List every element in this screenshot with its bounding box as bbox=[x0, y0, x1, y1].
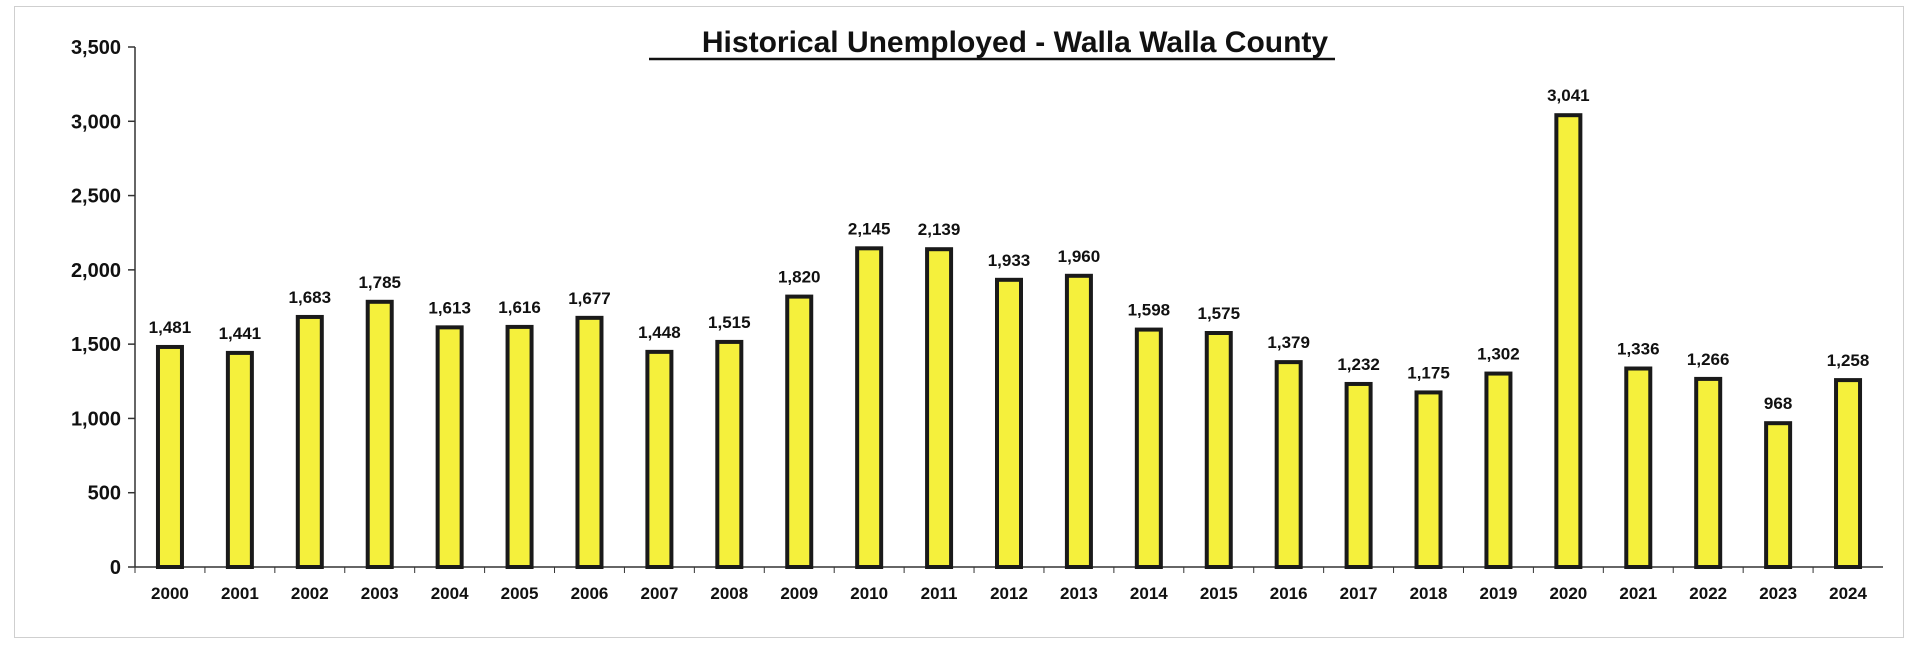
chart-title: Historical Unemployed - Walla Walla Coun… bbox=[702, 26, 1329, 59]
data-label-2009: 1,820 bbox=[778, 268, 821, 287]
data-label-2015: 1,575 bbox=[1197, 304, 1240, 323]
data-label-2002: 1,683 bbox=[289, 288, 332, 307]
x-tick-label-2019: 2019 bbox=[1480, 584, 1518, 603]
bar-2004 bbox=[435, 325, 464, 569]
x-tick-label-2005: 2005 bbox=[501, 584, 539, 603]
chart-frame: Historical Unemployed - Walla Walla Coun… bbox=[14, 6, 1904, 638]
bar-2002 bbox=[295, 314, 324, 569]
x-tick-label-2010: 2010 bbox=[850, 584, 888, 603]
bar-2019 bbox=[1484, 371, 1513, 569]
bar-2011 bbox=[925, 247, 954, 569]
data-label-2006: 1,677 bbox=[568, 289, 611, 308]
data-label-2014: 1,598 bbox=[1128, 301, 1171, 320]
x-tick-label-2017: 2017 bbox=[1340, 584, 1378, 603]
data-label-2017: 1,232 bbox=[1337, 355, 1380, 374]
y-tick-label: 3,500 bbox=[71, 37, 121, 59]
data-label-2007: 1,448 bbox=[638, 323, 681, 342]
bar-2007 bbox=[645, 349, 674, 569]
x-axis: 2000 2001 2002 2003 2004 2005 2006 2007 2008 2009… bbox=[134, 566, 1883, 603]
x-tick-label-2018: 2018 bbox=[1410, 584, 1448, 603]
data-label-2010: 2,145 bbox=[848, 219, 891, 238]
x-tick-label-2024: 2024 bbox=[1829, 584, 1867, 603]
x-tick-label-2011: 2011 bbox=[921, 584, 958, 603]
bar-chart: Historical Unemployed - Walla Walla Coun… bbox=[71, 26, 1883, 603]
x-tick-label-2003: 2003 bbox=[361, 584, 399, 603]
y-axis: 0 500 1,000 1,500 2,000 2,500 3,000 3,500 bbox=[71, 37, 136, 579]
data-label-2020: 3,041 bbox=[1547, 86, 1590, 105]
x-tick-label-2000: 2000 bbox=[151, 584, 189, 603]
data-label-2016: 1,379 bbox=[1267, 333, 1310, 352]
bar-2010 bbox=[855, 246, 884, 569]
x-tick-label-2001: 2001 bbox=[221, 584, 259, 603]
data-label-2021: 1,336 bbox=[1617, 340, 1660, 359]
y-tick-label: 1,000 bbox=[71, 408, 121, 430]
bar-2005 bbox=[505, 324, 534, 569]
y-tick-label: 1,500 bbox=[71, 334, 121, 356]
bar-2012 bbox=[995, 277, 1023, 569]
data-label-2011: 2,139 bbox=[918, 220, 961, 239]
bar-2009 bbox=[785, 294, 814, 569]
bar-2003 bbox=[365, 299, 394, 569]
data-label-2012: 1,933 bbox=[988, 251, 1031, 270]
bar-2017 bbox=[1344, 381, 1373, 569]
x-tick-label-2014: 2014 bbox=[1130, 584, 1168, 603]
bar-2020 bbox=[1554, 113, 1583, 570]
bar-2015 bbox=[1204, 331, 1233, 569]
x-tick-label-2013: 2013 bbox=[1060, 584, 1098, 603]
x-tick-label-2023: 2023 bbox=[1759, 584, 1797, 603]
data-label-2018: 1,175 bbox=[1407, 363, 1450, 382]
bar-2023 bbox=[1764, 421, 1793, 569]
x-tick-label-2020: 2020 bbox=[1549, 584, 1587, 603]
y-tick-label: 0 bbox=[110, 557, 121, 579]
x-tick-label-2016: 2016 bbox=[1270, 584, 1308, 603]
data-label-2023: 968 bbox=[1764, 394, 1792, 413]
bar-2018 bbox=[1414, 390, 1443, 569]
data-label-2001: 1,441 bbox=[219, 324, 262, 343]
bar-2024 bbox=[1834, 378, 1863, 569]
x-tick-label-2002: 2002 bbox=[291, 584, 329, 603]
x-tick-label-2006: 2006 bbox=[571, 584, 609, 603]
bar-2000 bbox=[155, 344, 184, 570]
data-label-2024: 1,258 bbox=[1827, 351, 1870, 370]
bar-2013 bbox=[1064, 273, 1093, 569]
x-tick-label-2007: 2007 bbox=[640, 584, 678, 603]
x-tick-label-2012: 2012 bbox=[990, 584, 1028, 603]
data-label-2013: 1,960 bbox=[1058, 247, 1101, 266]
y-tick-label: 3,000 bbox=[71, 111, 121, 133]
x-tick-label-2008: 2008 bbox=[710, 584, 748, 603]
data-label-2004: 1,613 bbox=[428, 298, 471, 317]
x-tick-label-2004: 2004 bbox=[431, 584, 469, 603]
bar-2016 bbox=[1274, 360, 1303, 569]
y-tick-label: 2,500 bbox=[71, 186, 121, 208]
x-tick-label-2015: 2015 bbox=[1200, 584, 1238, 603]
data-label-2000: 1,481 bbox=[149, 318, 192, 337]
bar-2014 bbox=[1134, 327, 1163, 569]
data-label-2005: 1,616 bbox=[498, 298, 541, 317]
data-label-2022: 1,266 bbox=[1687, 350, 1730, 369]
bar-2001 bbox=[225, 350, 254, 569]
bar-2021 bbox=[1624, 366, 1653, 569]
bar-2022 bbox=[1694, 376, 1723, 569]
data-label-2019: 1,302 bbox=[1477, 345, 1520, 364]
x-tick-label-2022: 2022 bbox=[1689, 584, 1727, 603]
y-tick-label: 500 bbox=[88, 483, 121, 505]
x-tick-label-2009: 2009 bbox=[780, 584, 818, 603]
data-label-2008: 1,515 bbox=[708, 313, 751, 332]
data-label-2003: 1,785 bbox=[358, 273, 401, 292]
y-tick-label: 2,000 bbox=[71, 260, 121, 282]
bar-2006 bbox=[575, 315, 604, 569]
bar-2008 bbox=[715, 339, 744, 569]
bars-group bbox=[155, 113, 1863, 570]
x-tick-label-2021: 2021 bbox=[1619, 584, 1657, 603]
data-labels-group: 1,481 1,441 1,683 1,785 1,613 1,616 1,677 1,448… bbox=[149, 86, 1870, 413]
